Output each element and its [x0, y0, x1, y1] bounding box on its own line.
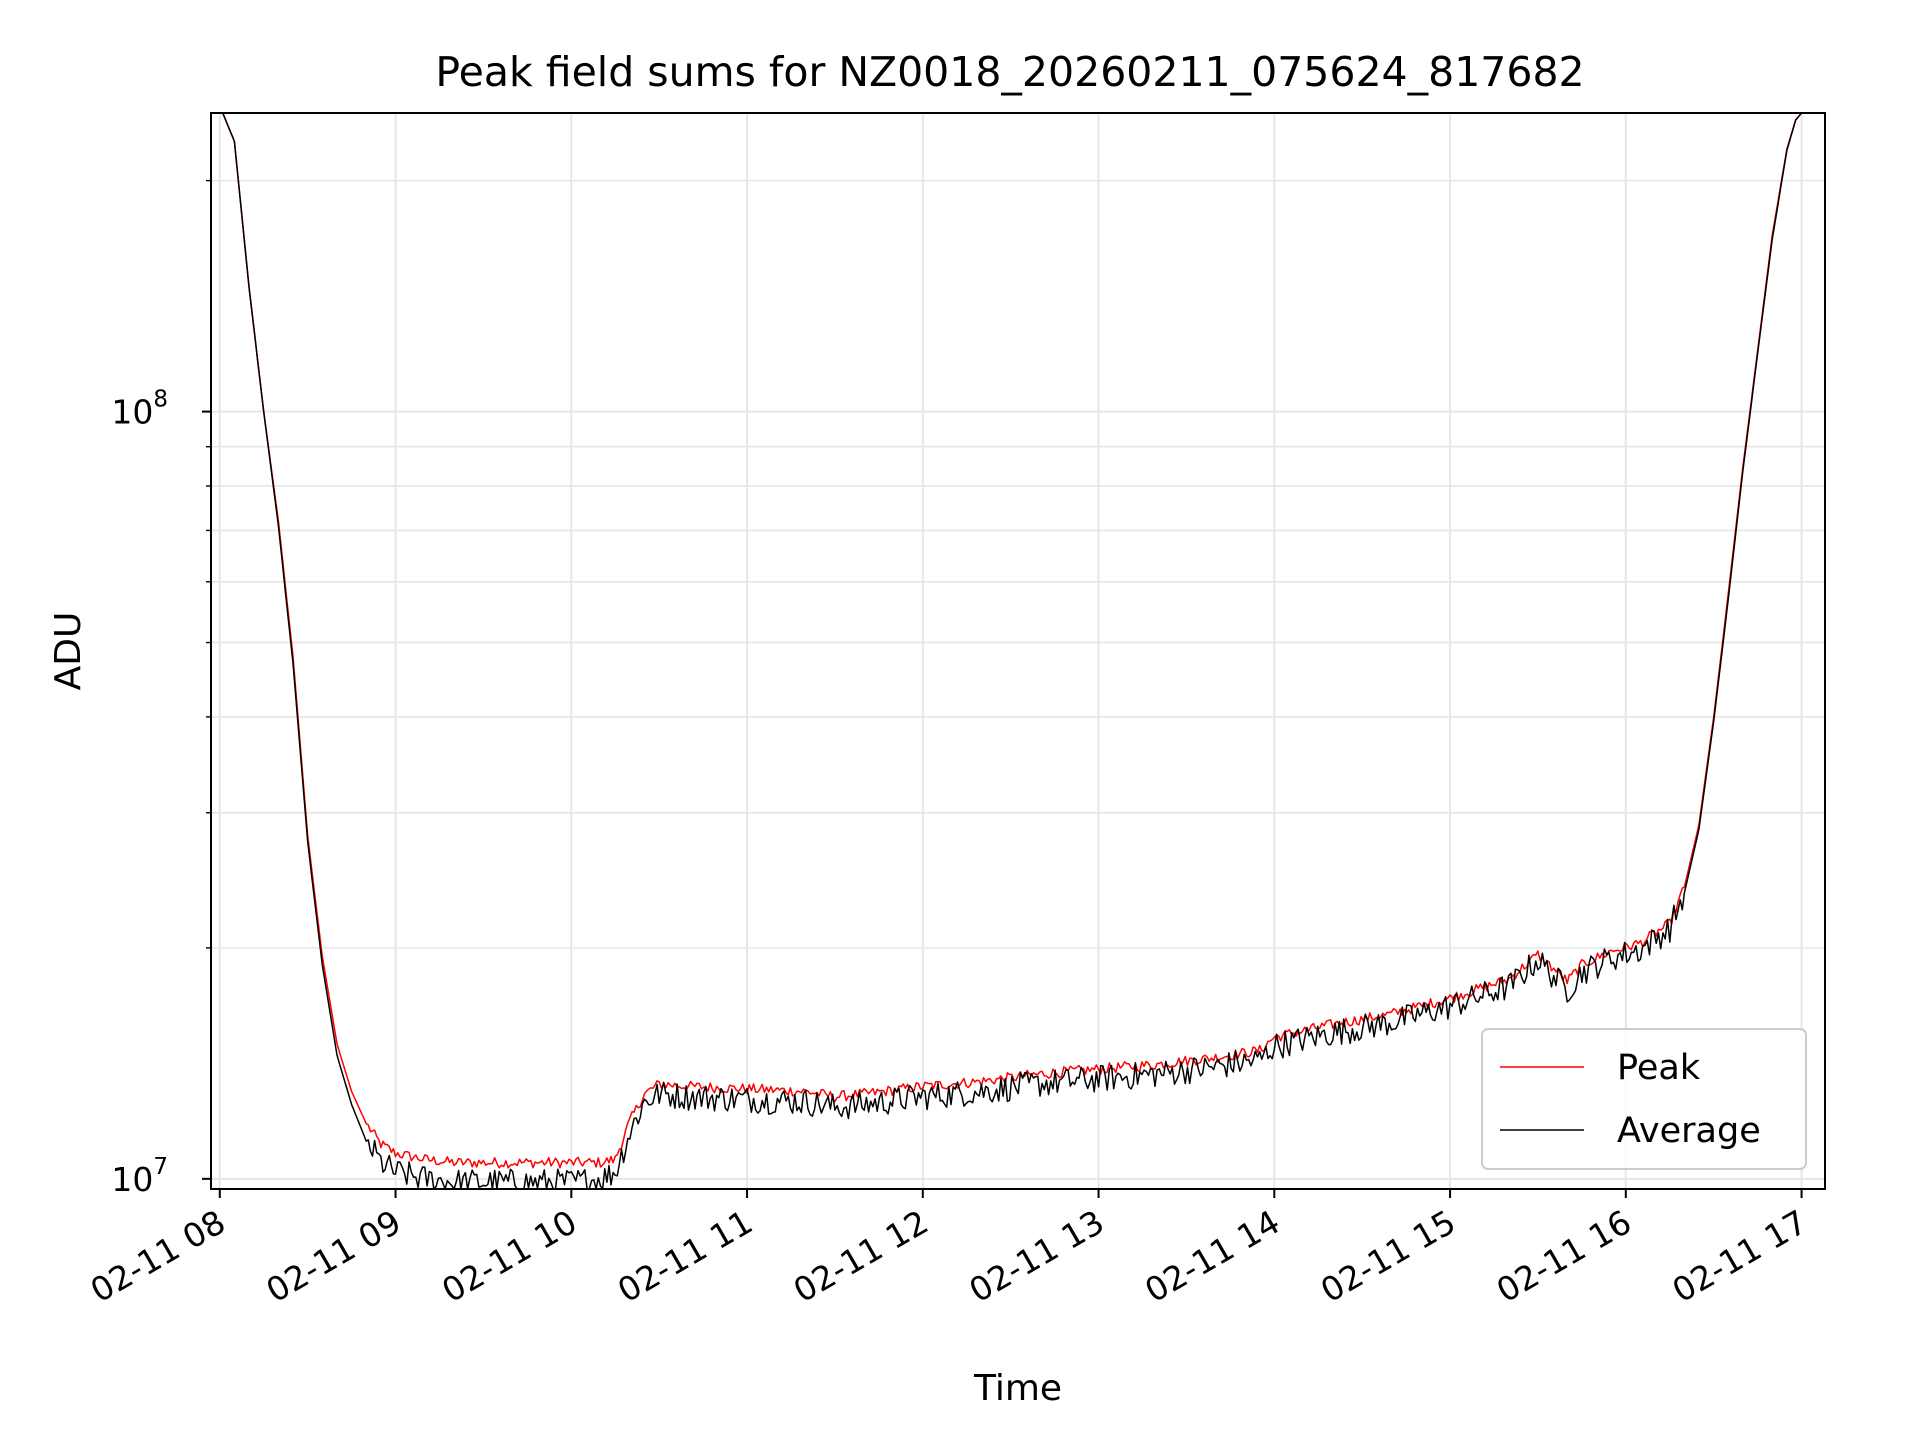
grid — [211, 113, 1825, 1189]
y-tick-label: 108 — [111, 387, 168, 432]
plot-frame — [210, 112, 1826, 1190]
y-axis-label: ADU — [48, 612, 89, 691]
plot-area — [211, 112, 1825, 1190]
series-line-average — [211, 112, 1825, 1190]
y-tick-label: 107 — [111, 1154, 168, 1199]
legend: Peak Average — [1481, 1028, 1807, 1170]
legend-box — [1481, 1028, 1807, 1170]
y-tick-exponent: 8 — [153, 387, 168, 413]
chart-title: Peak field sums for NZ0018_20260211_0756… — [435, 48, 1584, 96]
x-axis-label: Time — [973, 1368, 1062, 1409]
legend-label-peak: Peak — [1617, 1048, 1701, 1088]
series-line-peak — [211, 112, 1825, 1169]
legend-label-average: Average — [1617, 1111, 1761, 1151]
y-tick-base: 10 — [111, 393, 153, 432]
y-tick-base: 10 — [111, 1160, 153, 1199]
y-tick-exponent: 7 — [153, 1154, 168, 1180]
